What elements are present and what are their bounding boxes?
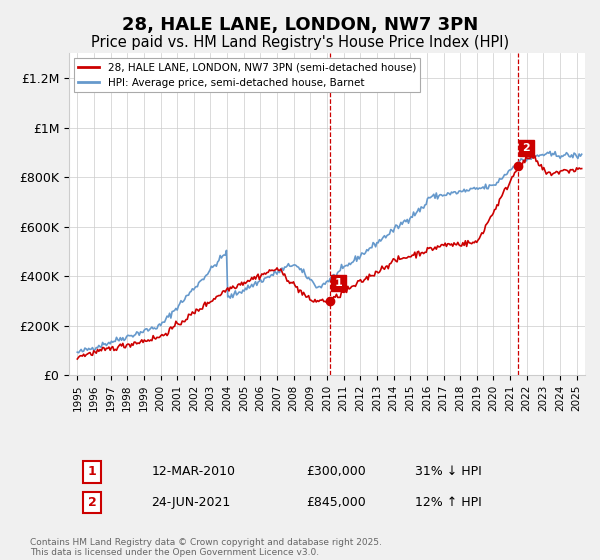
Text: 12-MAR-2010: 12-MAR-2010 <box>152 465 236 478</box>
Text: Price paid vs. HM Land Registry's House Price Index (HPI): Price paid vs. HM Land Registry's House … <box>91 35 509 50</box>
Text: Contains HM Land Registry data © Crown copyright and database right 2025.
This d: Contains HM Land Registry data © Crown c… <box>30 538 382 557</box>
Text: 12% ↑ HPI: 12% ↑ HPI <box>415 496 481 509</box>
Text: £300,000: £300,000 <box>307 465 366 478</box>
Legend: 28, HALE LANE, LONDON, NW7 3PN (semi-detached house), HPI: Average price, semi-d: 28, HALE LANE, LONDON, NW7 3PN (semi-det… <box>74 58 420 92</box>
Text: 31% ↓ HPI: 31% ↓ HPI <box>415 465 481 478</box>
Text: 24-JUN-2021: 24-JUN-2021 <box>152 496 231 509</box>
Text: 2: 2 <box>88 496 97 509</box>
Text: 1: 1 <box>88 465 97 478</box>
Text: 28, HALE LANE, LONDON, NW7 3PN: 28, HALE LANE, LONDON, NW7 3PN <box>122 16 478 34</box>
Text: 1: 1 <box>334 278 342 288</box>
Text: 2: 2 <box>523 143 530 153</box>
Text: £845,000: £845,000 <box>307 496 366 509</box>
